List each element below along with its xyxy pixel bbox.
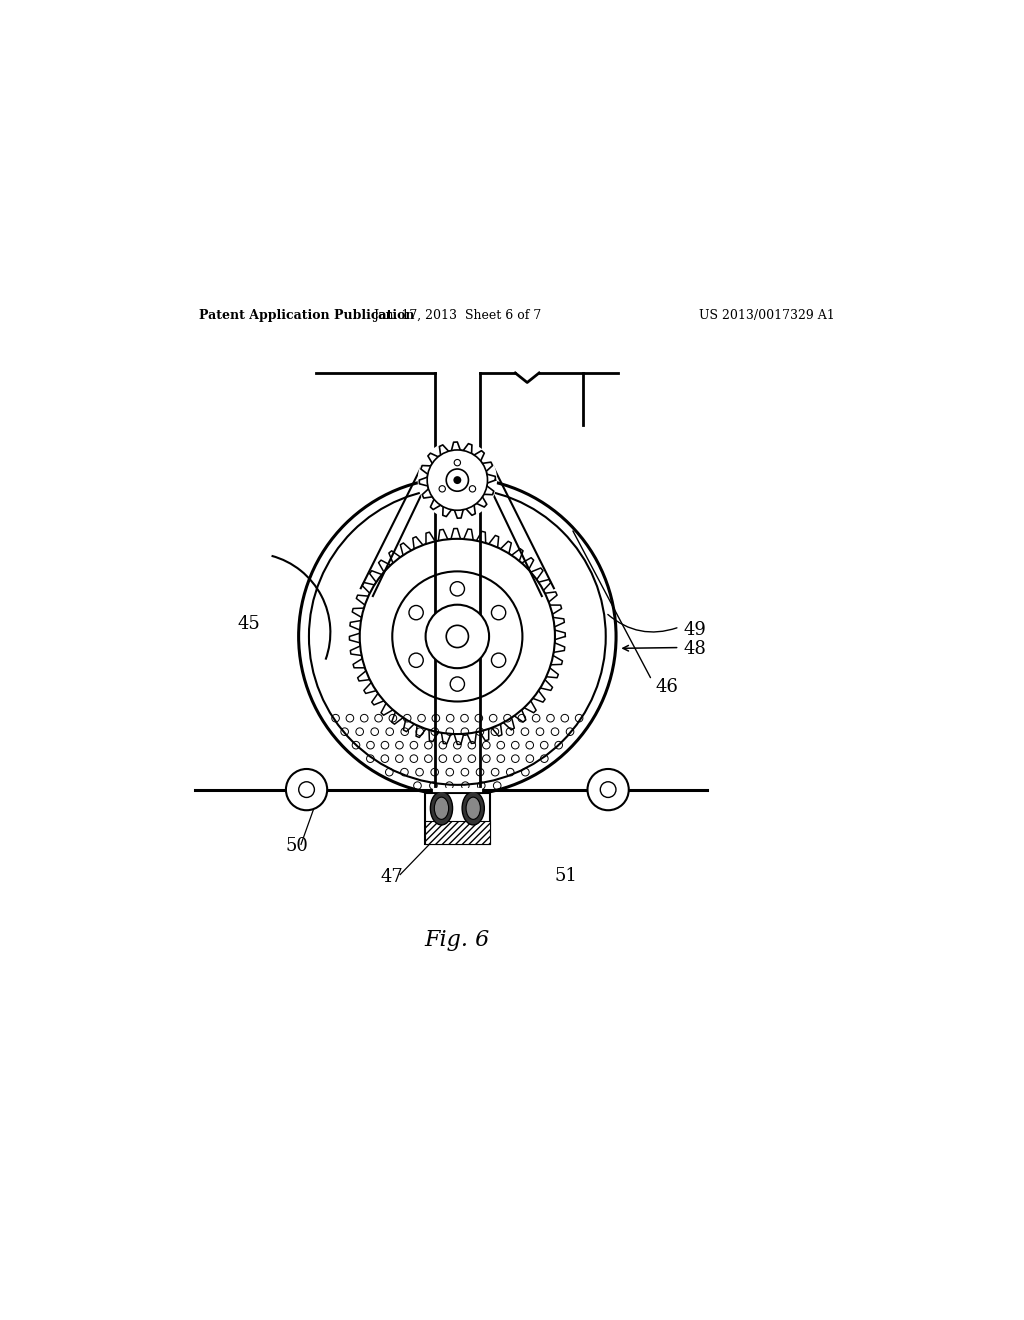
Circle shape (409, 606, 423, 620)
Circle shape (454, 477, 461, 484)
Circle shape (600, 781, 616, 797)
Circle shape (439, 486, 445, 492)
Ellipse shape (430, 792, 453, 825)
Circle shape (418, 441, 497, 520)
Circle shape (446, 626, 468, 648)
Text: 45: 45 (238, 615, 260, 632)
Circle shape (492, 653, 506, 668)
Circle shape (451, 677, 465, 692)
Circle shape (588, 770, 629, 810)
Circle shape (286, 770, 328, 810)
Text: 51: 51 (555, 867, 578, 884)
Circle shape (392, 572, 522, 701)
Bar (425, 821, 489, 845)
Circle shape (409, 653, 423, 668)
Text: US 2013/0017329 A1: US 2013/0017329 A1 (699, 309, 836, 322)
Text: 50: 50 (285, 837, 308, 855)
Text: 48: 48 (684, 640, 707, 657)
Text: Patent Application Publication: Patent Application Publication (200, 309, 415, 322)
Bar (425, 793, 489, 845)
Ellipse shape (466, 797, 480, 820)
Circle shape (451, 582, 465, 595)
Circle shape (299, 781, 314, 797)
Circle shape (309, 488, 606, 785)
Text: 47: 47 (380, 869, 403, 887)
Text: 49: 49 (684, 620, 707, 639)
Text: Jan. 17, 2013  Sheet 6 of 7: Jan. 17, 2013 Sheet 6 of 7 (373, 309, 542, 322)
Circle shape (359, 539, 555, 734)
Circle shape (426, 605, 489, 668)
Ellipse shape (462, 792, 484, 825)
Circle shape (427, 450, 487, 511)
Circle shape (348, 527, 567, 746)
Circle shape (299, 478, 616, 795)
Circle shape (492, 606, 506, 620)
Circle shape (455, 459, 461, 466)
Text: 46: 46 (655, 678, 679, 696)
Circle shape (469, 486, 475, 492)
Ellipse shape (434, 797, 449, 820)
Text: Fig. 6: Fig. 6 (425, 929, 489, 950)
Circle shape (446, 469, 468, 491)
